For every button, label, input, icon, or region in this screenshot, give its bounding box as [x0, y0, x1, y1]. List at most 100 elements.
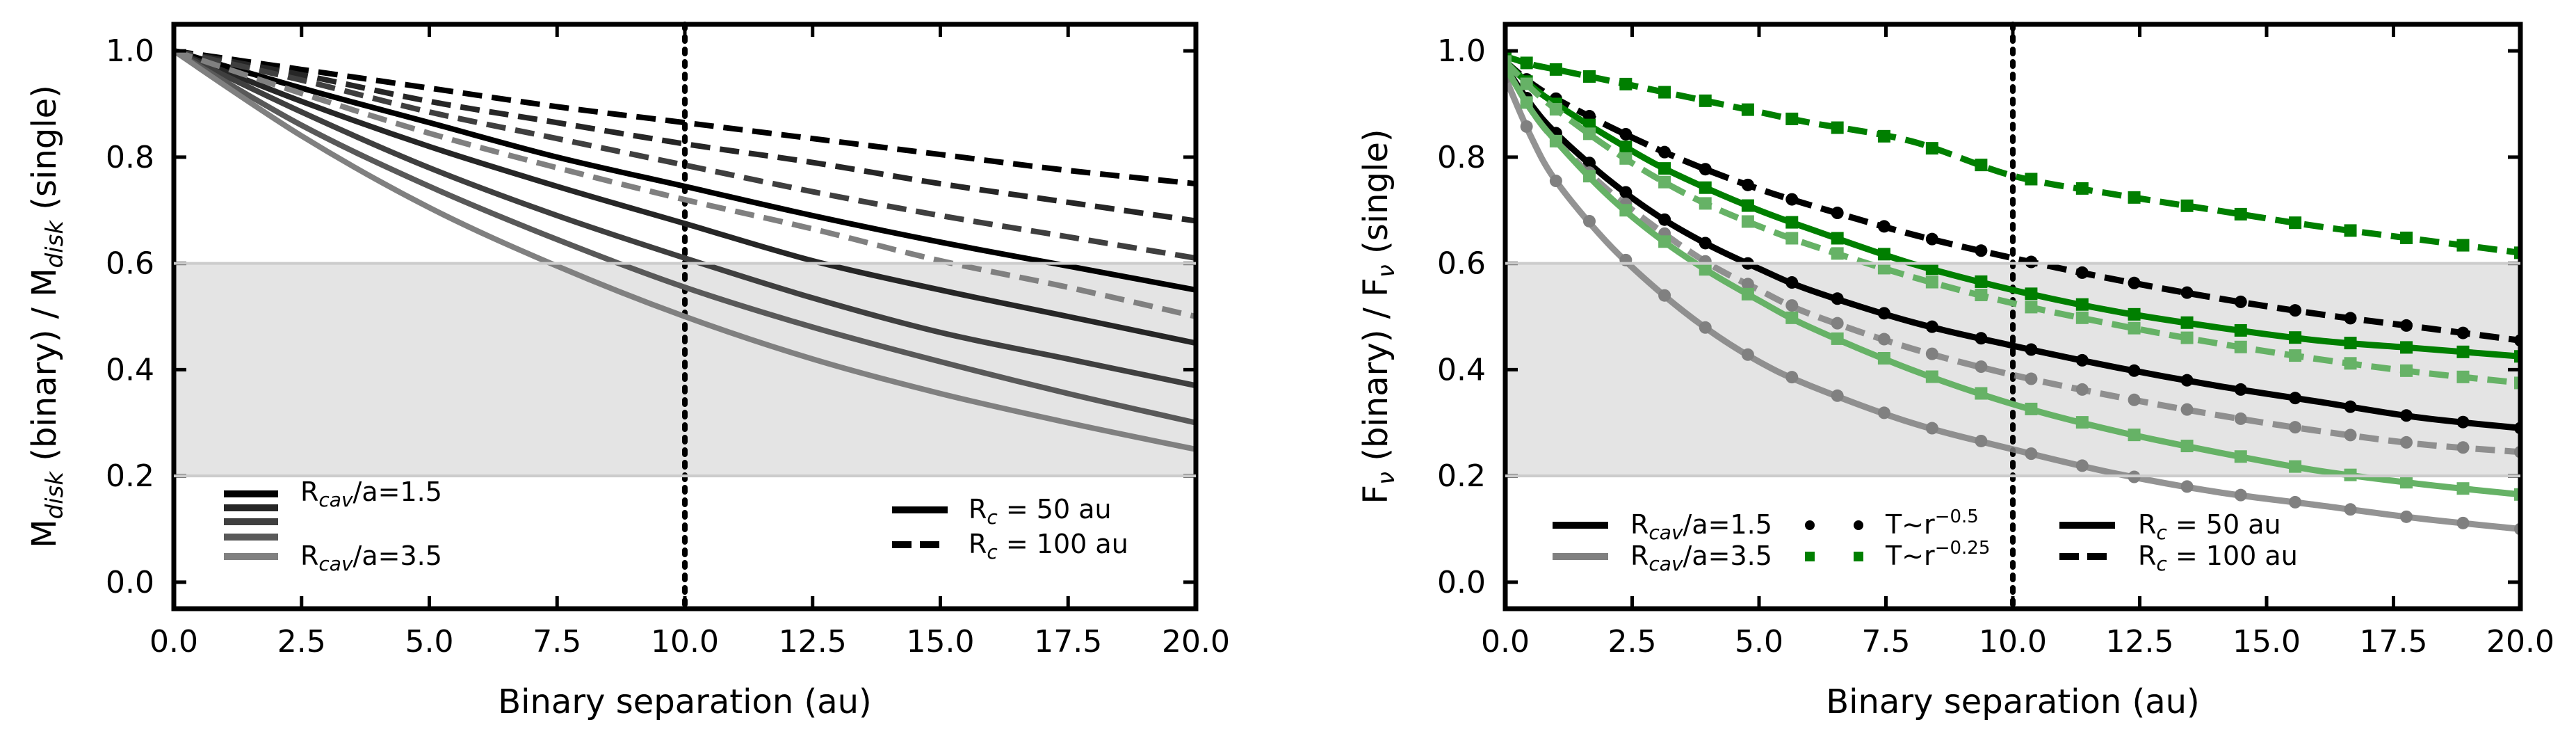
- right-series-marker: [1658, 86, 1671, 99]
- right-series-marker: [1831, 247, 1844, 260]
- right-series-marker: [2075, 182, 2089, 195]
- right-series-marker: [1975, 244, 1988, 257]
- right-series-marker: [2075, 416, 2089, 429]
- right-series-marker: [1658, 289, 1671, 302]
- right-series-marker: [2456, 370, 2470, 383]
- right-series-marker: [2128, 364, 2141, 377]
- left-series-group: [174, 48, 1196, 452]
- right-series-marker: [1785, 216, 1799, 229]
- left-series-line: [174, 48, 1196, 319]
- right-series-marker: [1658, 162, 1671, 175]
- right-series-marker: [1619, 186, 1633, 199]
- right-series-marker: [2128, 307, 2141, 321]
- right-ytick-label: 1.0: [1437, 33, 1486, 69]
- right-series-marker: [2234, 340, 2247, 353]
- right-panel: 0.0 2.5 5.0 7.5 10.0 12.5 15.0 17.5 20.0 0.0 0.2 0.…: [1356, 22, 2554, 721]
- right-series-marker: [1925, 422, 1938, 435]
- right-series-marker: [2025, 287, 2038, 301]
- right-series-marker: [2456, 345, 2470, 358]
- right-series-marker: [2075, 459, 2089, 472]
- right-series-marker: [2289, 392, 2302, 405]
- right-series-marker: [1925, 275, 1938, 289]
- left-xtick-label: 7.5: [533, 624, 581, 659]
- right-series-marker: [1831, 317, 1844, 330]
- right-series-marker: [2075, 298, 2089, 311]
- legend-label-rc-50: Rc = 50 au: [2138, 509, 2281, 544]
- right-series-marker: [1975, 275, 1988, 288]
- right-series-marker: [1925, 142, 1938, 155]
- right-series-marker: [2400, 435, 2413, 449]
- right-series-marker: [1785, 276, 1799, 289]
- right-series-marker: [2234, 295, 2247, 308]
- right-series-marker: [1520, 96, 1533, 109]
- right-series-marker: [1658, 145, 1671, 159]
- right-ytick-label: 0.8: [1437, 140, 1486, 175]
- right-series-marker: [1785, 371, 1799, 384]
- right-series-marker: [1831, 121, 1844, 134]
- right-series-marker: [1877, 262, 1890, 275]
- right-series-marker: [1877, 220, 1890, 233]
- right-series-marker: [2128, 191, 2141, 204]
- right-xtick-label: 17.5: [2360, 624, 2428, 659]
- right-series-marker: [2128, 429, 2141, 442]
- right-series-marker: [2344, 224, 2357, 237]
- right-series-line: [1505, 65, 2520, 431]
- right-series-line: [1505, 65, 2520, 456]
- right-series-marker: [1975, 360, 1988, 374]
- legend-temp-0-25-marker-1: [1805, 552, 1815, 561]
- right-series-marker: [2025, 255, 2038, 269]
- right-series-marker: [2075, 353, 2089, 367]
- left-ytick-label: 0.0: [106, 565, 154, 600]
- legend-label-rc-100: Rc = 100 au: [2138, 541, 2298, 575]
- left-series-line: [174, 48, 1196, 452]
- right-series-marker: [2289, 331, 2302, 344]
- right-series-line: [1505, 59, 2520, 386]
- right-series-marker: [2180, 480, 2194, 493]
- right-series-marker: [1831, 332, 1844, 345]
- right-series-marker: [1925, 262, 1938, 275]
- legend-label-rcav-1-5: Rcav/a=1.5: [1630, 509, 1772, 544]
- right-x-axis-label: Binary separation (au): [1826, 682, 2200, 721]
- right-series-marker: [2128, 321, 2141, 335]
- right-legend-rcav: Rcav/a=1.5 Rcav/a=3.5: [1553, 509, 1772, 575]
- right-plot-frame: [1502, 22, 2523, 611]
- right-series-marker: [1785, 299, 1799, 312]
- right-series-marker: [2400, 319, 2413, 332]
- right-series-marker: [1831, 232, 1844, 245]
- right-series-marker: [1582, 157, 1596, 170]
- right-series-marker: [2344, 312, 2357, 325]
- right-series-marker: [1741, 103, 1754, 116]
- legend-label-rcav-3-5: Rcav/a=3.5: [300, 541, 442, 575]
- right-series-line: [1505, 53, 2520, 256]
- right-series-marker: [2344, 357, 2357, 370]
- right-series-marker: [1975, 332, 1988, 345]
- right-series-line: [1505, 65, 2520, 498]
- right-series-marker: [2514, 350, 2520, 363]
- right-series-marker: [2075, 311, 2089, 324]
- right-series-marker: [1520, 120, 1533, 133]
- right-series-marker: [2234, 450, 2247, 463]
- left-ytick-label: 0.4: [106, 352, 154, 387]
- legend-label-rc-100: Rc = 100 au: [969, 529, 1128, 563]
- right-series-marker: [1877, 333, 1890, 346]
- right-series-marker: [2075, 266, 2089, 279]
- left-xtick-label: 0.0: [149, 624, 198, 659]
- right-series-marker: [1699, 181, 1712, 194]
- right-series-marker: [2128, 276, 2141, 289]
- right-series-marker: [1549, 175, 1562, 188]
- right-xtick-label: 2.5: [1608, 624, 1657, 659]
- right-series-marker: [1741, 278, 1754, 291]
- right-series-marker: [1741, 287, 1754, 301]
- right-xtick-label: 5.0: [1735, 624, 1783, 659]
- right-series-marker: [1549, 134, 1562, 147]
- right-ytick-label: 0.0: [1437, 565, 1486, 600]
- left-ytick-label: 0.2: [106, 458, 154, 494]
- left-x-axis-label: Binary separation (au): [498, 682, 872, 721]
- right-series-marker: [2289, 216, 2302, 230]
- right-series-marker: [1975, 434, 1988, 447]
- right-series-marker: [2234, 323, 2247, 337]
- right-series-marker: [1975, 288, 1988, 301]
- right-series-marker: [2025, 173, 2038, 186]
- right-series-marker: [2025, 402, 2038, 415]
- right-ytick-label: 0.6: [1437, 246, 1486, 282]
